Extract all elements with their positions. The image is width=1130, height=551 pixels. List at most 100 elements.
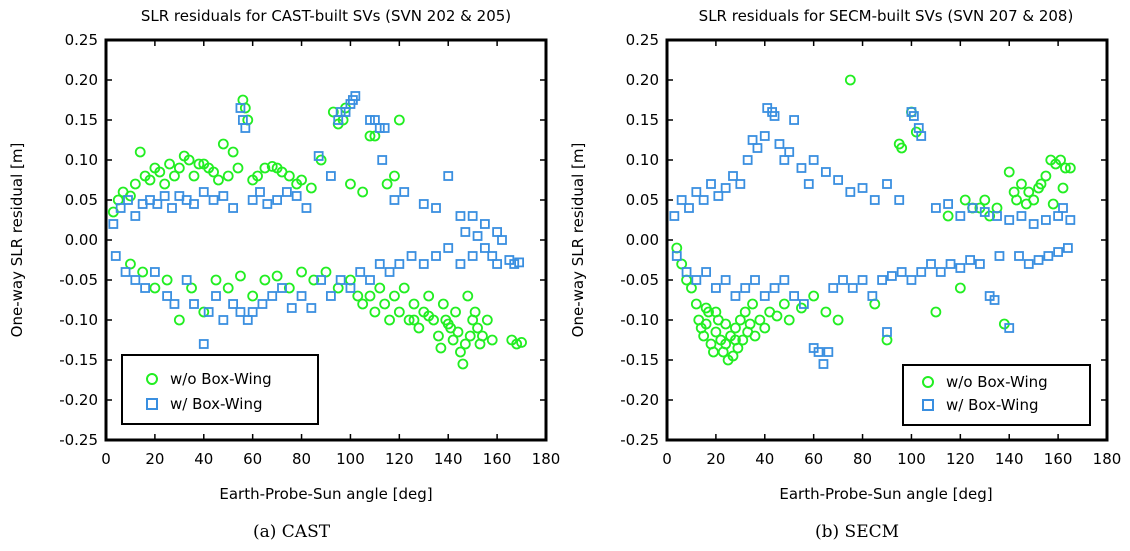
- data-point-without-box-wing: [408, 314, 420, 326]
- data-point-with-box-wing: [701, 267, 712, 277]
- legend: w/o Box-Wing w/ Box-Wing: [121, 354, 319, 425]
- data-point-with-box-wing: [684, 203, 694, 213]
- y-tick-label: -0.15: [620, 351, 659, 369]
- data-point-without-box-wing: [469, 306, 481, 318]
- data-point-without-box-wing: [305, 182, 317, 194]
- chart-title: SLR residuals for SECM-built SVs (SVN 20…: [699, 7, 1074, 25]
- data-point-with-box-wing: [713, 191, 724, 201]
- data-point-with-box-wing: [159, 191, 170, 201]
- x-tick-label: 60: [804, 450, 823, 468]
- data-point-without-box-wing: [1057, 182, 1069, 194]
- y-tick-label: 0.20: [65, 71, 98, 89]
- x-tick-label: 180: [1093, 450, 1122, 468]
- data-point-without-box-wing: [435, 342, 447, 354]
- data-point-without-box-wing: [754, 314, 766, 326]
- data-point-without-box-wing: [474, 338, 486, 350]
- data-point-with-box-wing: [698, 195, 709, 205]
- data-point-without-box-wing: [457, 358, 469, 370]
- data-point-with-box-wing: [857, 275, 868, 285]
- data-point-with-box-wing: [867, 291, 878, 301]
- data-point-with-box-wing: [497, 235, 507, 245]
- data-point-without-box-wing: [1060, 162, 1071, 174]
- data-point-without-box-wing: [379, 298, 391, 310]
- data-point-with-box-wing: [203, 307, 214, 317]
- data-point-without-box-wing: [462, 290, 474, 302]
- y-tick-label: 0.10: [65, 151, 98, 169]
- data-point-without-box-wing: [749, 330, 761, 342]
- x-tick-label: 80: [292, 450, 311, 468]
- data-point-with-box-wing: [455, 211, 466, 221]
- data-point-with-box-wing: [769, 283, 780, 293]
- data-point-with-box-wing: [845, 187, 856, 197]
- data-point-with-box-wing: [676, 195, 687, 205]
- data-point-with-box-wing: [355, 267, 366, 277]
- data-point-with-box-wing: [255, 187, 265, 197]
- data-point-without-box-wing: [408, 298, 420, 310]
- data-point-with-box-wing: [130, 211, 141, 221]
- data-point-without-box-wing: [144, 174, 156, 186]
- data-point-with-box-wing: [740, 283, 751, 293]
- data-point-with-box-wing: [681, 267, 692, 277]
- data-point-with-box-wing: [752, 143, 763, 153]
- y-tick-label: 0.10: [626, 151, 659, 169]
- data-point-without-box-wing: [959, 194, 971, 206]
- y-tick-label: -0.20: [59, 391, 98, 409]
- y-tick-label: -0.25: [620, 431, 659, 449]
- legend-label-without-box-wing: w/o Box-Wing: [946, 373, 1048, 391]
- data-point-with-box-wing: [789, 115, 800, 125]
- data-marks: [669, 74, 1076, 369]
- panel-caption: (a) CAST: [253, 522, 331, 542]
- data-point-without-box-wing: [352, 290, 364, 302]
- x-tick-label: 100: [897, 450, 926, 468]
- data-point-without-box-wing: [511, 338, 523, 350]
- data-point-without-box-wing: [440, 314, 452, 326]
- data-point-without-box-wing: [1003, 166, 1015, 178]
- data-point-without-box-wing: [137, 266, 149, 278]
- data-marks: [107, 91, 527, 370]
- panel-caption: (b) SECM: [815, 522, 899, 542]
- data-point-with-box-wing: [838, 275, 848, 285]
- data-point-without-box-wing: [164, 158, 175, 170]
- x-axis-label: Earth-Probe-Sun angle [deg]: [219, 485, 432, 503]
- data-point-with-box-wing: [218, 315, 229, 325]
- y-axis-label: One-way SLR residual [m]: [569, 143, 587, 338]
- data-point-with-box-wing: [431, 251, 441, 261]
- data-point-with-box-wing: [350, 91, 361, 101]
- data-point-with-box-wing: [894, 195, 905, 205]
- y-tick-label: -0.05: [620, 271, 659, 289]
- data-point-without-box-wing: [778, 298, 790, 310]
- data-point-with-box-wing: [965, 255, 976, 265]
- data-point-without-box-wing: [700, 318, 712, 330]
- data-point-without-box-wing: [1040, 170, 1052, 182]
- data-point-with-box-wing: [671, 251, 682, 261]
- data-point-with-box-wing: [789, 291, 800, 301]
- data-point-with-box-wing: [345, 283, 356, 293]
- data-point-without-box-wing: [393, 114, 405, 126]
- data-point-with-box-wing: [974, 259, 985, 269]
- data-point-without-box-wing: [259, 274, 271, 286]
- data-point-without-box-wing: [820, 306, 832, 318]
- data-point-with-box-wing: [989, 295, 1000, 305]
- data-point-with-box-wing: [979, 207, 990, 217]
- data-point-with-box-wing: [691, 187, 702, 197]
- data-point-with-box-wing: [189, 299, 199, 309]
- data-point-with-box-wing: [130, 275, 141, 285]
- data-point-without-box-wing: [389, 170, 400, 182]
- data-point-without-box-wing: [1020, 198, 1032, 210]
- data-point-with-box-wing: [301, 203, 312, 213]
- data-point-without-box-wing: [730, 334, 741, 346]
- data-point-without-box-wing: [266, 160, 278, 172]
- data-point-without-box-wing: [296, 266, 307, 278]
- data-point-with-box-wing: [1023, 259, 1034, 269]
- legend-box: [902, 364, 1091, 426]
- legend-box: [121, 354, 319, 425]
- data-point-without-box-wing: [783, 314, 795, 326]
- data-point-with-box-wing: [479, 219, 490, 229]
- data-point-with-box-wing: [228, 203, 239, 213]
- data-point-without-box-wing: [423, 310, 435, 322]
- data-point-with-box-wing: [759, 131, 770, 141]
- data-point-with-box-wing: [710, 283, 721, 293]
- data-point-with-box-wing: [257, 299, 268, 309]
- data-point-with-box-wing: [1053, 247, 1064, 257]
